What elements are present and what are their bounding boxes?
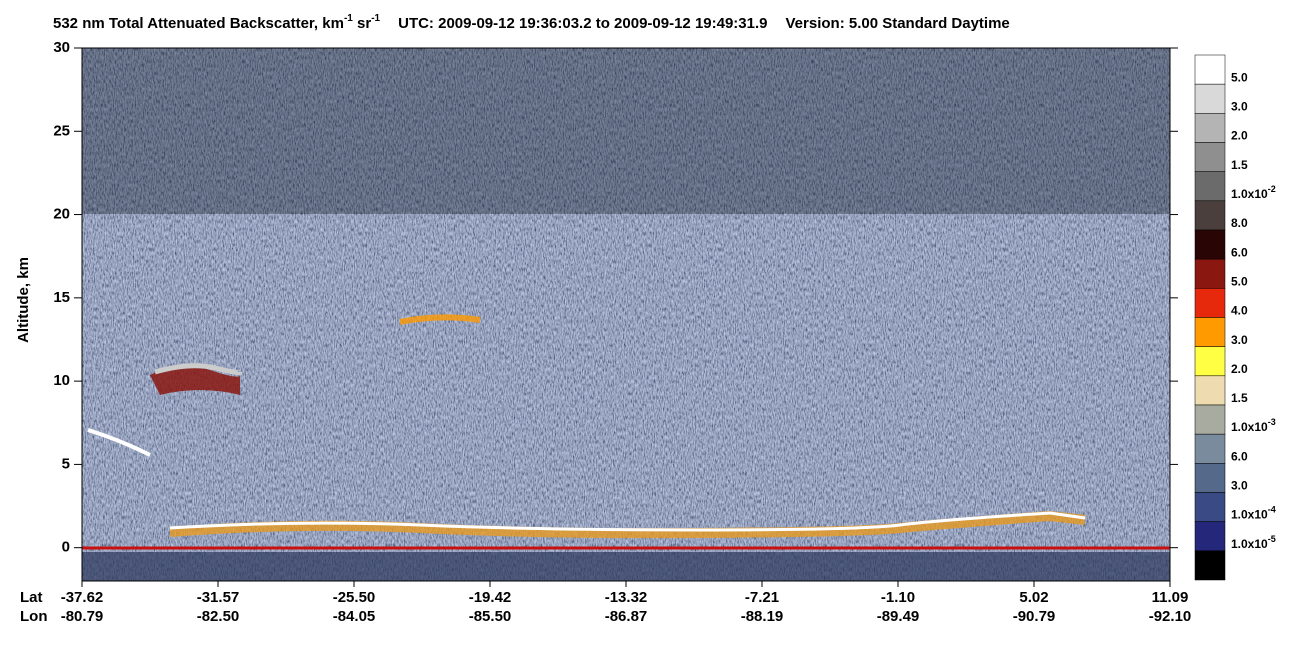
lat-label: -31.57 xyxy=(197,589,240,606)
colorbar-bin xyxy=(1194,317,1226,347)
lat-label: -19.42 xyxy=(469,589,512,606)
colorbar-label: 3.0 xyxy=(1231,333,1248,347)
colorbar-label: 6.0 xyxy=(1231,450,1248,464)
text-part: 1.0x10 xyxy=(1231,420,1268,434)
text-part: -4 xyxy=(1268,505,1276,515)
lat-label: -13.32 xyxy=(605,589,648,606)
lat-label: -37.62 xyxy=(61,589,104,606)
cirrus-top xyxy=(154,363,243,375)
high-cloud xyxy=(399,314,481,325)
colorbar-bin xyxy=(1194,229,1226,260)
text-part: sr xyxy=(353,15,372,32)
colorbar-bin xyxy=(1194,258,1226,289)
colorbar-label: 6.0 xyxy=(1231,245,1248,259)
colorbar-bin xyxy=(1194,375,1226,406)
colorbar-label: 4.0 xyxy=(1231,304,1248,318)
text-part: -1 xyxy=(371,13,380,24)
colorbar-bin xyxy=(1194,404,1226,435)
lon-label: -82.50 xyxy=(197,608,240,625)
colorbar-bin xyxy=(1194,113,1226,143)
colorbar-bin xyxy=(1194,433,1226,464)
colorbar-label: 8.0 xyxy=(1231,216,1248,230)
colorbar-bin xyxy=(1194,492,1226,522)
lon-label: -89.49 xyxy=(877,608,920,625)
colorbar-label: 2.0 xyxy=(1231,129,1248,143)
y-tick-label: 0 xyxy=(62,539,70,556)
y-tick-label: 20 xyxy=(53,206,70,223)
x-row-label: Lat xyxy=(20,589,43,606)
lon-label: -84.05 xyxy=(333,608,376,625)
text-part: Version: 5.00 Standard Daytime xyxy=(786,15,1010,32)
lat-label: -7.21 xyxy=(745,589,779,606)
colorbar-bin xyxy=(1194,171,1226,202)
y-tick-label: 10 xyxy=(53,372,70,389)
colorbar-bin xyxy=(1194,346,1226,377)
text-part: -2 xyxy=(1268,184,1276,194)
colorbar-label: 1.0x10-4 xyxy=(1231,505,1276,522)
subsurface xyxy=(82,552,1170,581)
x-row-label: Lon xyxy=(20,608,48,625)
lon-label: -90.79 xyxy=(1013,608,1056,625)
text-part: 1.0x10 xyxy=(1231,187,1268,201)
text-part: -1 xyxy=(344,13,353,24)
colorbar-bin xyxy=(1194,521,1226,552)
y-tick-label: 15 xyxy=(53,289,70,306)
lat-label: 11.09 xyxy=(1152,589,1189,606)
lon-label: -92.10 xyxy=(1149,608,1192,625)
colorbar-bin xyxy=(1194,83,1226,114)
colorbar-label: 5.0 xyxy=(1231,70,1248,84)
text-part: -5 xyxy=(1268,534,1276,544)
y-axis-label: Altitude, km xyxy=(15,257,32,343)
lon-label: -86.87 xyxy=(605,608,648,625)
lon-label: -85.50 xyxy=(469,608,512,625)
colorbar-label: 3.0 xyxy=(1231,479,1248,493)
lat-label: -25.50 xyxy=(333,589,376,606)
colorbar-bin xyxy=(1194,463,1226,493)
boundary-layer-top xyxy=(169,511,1086,532)
text-part: 532 nm Total Attenuated Backscatter, km xyxy=(53,15,344,32)
text-part: -3 xyxy=(1268,418,1276,428)
text-part: 1.0x10 xyxy=(1231,508,1268,522)
colorbar-bin xyxy=(1194,550,1226,581)
colorbar-label: 2.0 xyxy=(1231,362,1248,376)
mid-cloud xyxy=(87,428,151,457)
text-part: UTC: 2009-09-12 19:36:03.2 to 2009-09-12… xyxy=(398,15,767,32)
colorbar-label: 5.0 xyxy=(1231,275,1248,289)
boundary-layer xyxy=(169,510,1086,539)
colorbar-bin xyxy=(1194,142,1226,172)
cirrus-cloud xyxy=(150,366,240,395)
colorbar-label: 1.0x10-3 xyxy=(1231,418,1276,435)
backscatter-image xyxy=(82,48,1170,581)
lon-label: -80.79 xyxy=(61,608,104,625)
colorbar-label: 1.5 xyxy=(1231,391,1248,405)
aerosol-speckle xyxy=(82,200,1170,550)
y-tick-label: 25 xyxy=(53,122,70,139)
colorbar-bin xyxy=(1194,288,1226,318)
lon-label: -88.19 xyxy=(741,608,784,625)
upper-dark-layer xyxy=(82,48,1170,214)
colorbar-label: 1.0x10-2 xyxy=(1231,184,1276,201)
text-part: 1.0x10 xyxy=(1231,537,1268,551)
colorbar-label: 1.5 xyxy=(1231,158,1248,172)
y-tick-label: 30 xyxy=(53,39,70,56)
lat-label: 5.02 xyxy=(1019,589,1048,606)
chart-title: 532 nm Total Attenuated Backscatter, km-… xyxy=(53,13,1010,32)
colorbar-label: 3.0 xyxy=(1231,100,1248,114)
colorbar-bin xyxy=(1194,54,1226,85)
lat-label: -1.10 xyxy=(881,589,915,606)
colorbar-label: 1.0x10-5 xyxy=(1231,534,1276,551)
y-tick-label: 5 xyxy=(62,455,70,472)
colorbar-bin xyxy=(1194,200,1226,231)
